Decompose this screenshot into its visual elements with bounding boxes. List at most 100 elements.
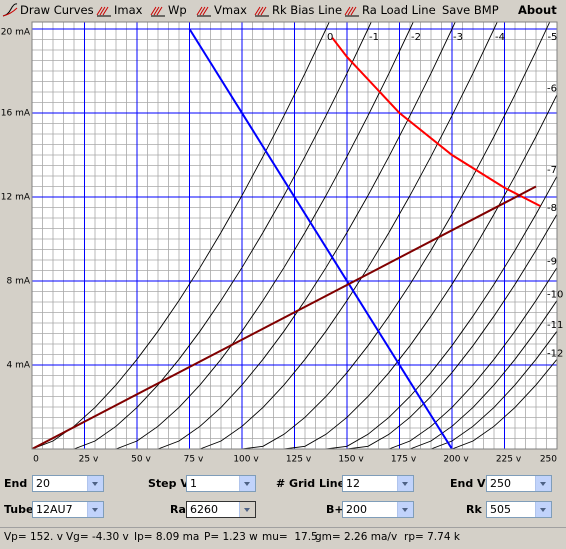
tube-curve <box>32 22 330 449</box>
curve-label: 0 <box>327 32 333 43</box>
curve-label: -7 <box>547 165 557 176</box>
x-tick-label: 225 v <box>496 455 522 465</box>
control-label: # Grid Lines <box>276 477 352 490</box>
dropdown[interactable]: 200 <box>342 501 414 518</box>
dropdown-value: 250 <box>490 477 511 490</box>
toolbar: Draw Curves Imax Wp Vmax Rk Bias Line Ra… <box>0 0 566 20</box>
curve-label: -11 <box>547 320 563 331</box>
dropdown[interactable]: 12 <box>342 475 414 492</box>
tube-curve <box>451 359 557 449</box>
dropdown[interactable]: 250 <box>486 475 552 492</box>
curve-label: -3 <box>453 32 463 43</box>
dropdown[interactable]: 505 <box>486 501 552 518</box>
status-text: P= 1.23 w <box>204 531 258 543</box>
tube-curve <box>115 22 414 449</box>
control-label: Ra <box>170 503 186 516</box>
y-tick-label: 20 mA <box>1 28 31 38</box>
dropdown[interactable]: 20 <box>32 475 104 492</box>
dropdown-arrow[interactable] <box>87 502 103 517</box>
status-text: Vg= -4.30 v <box>66 531 129 543</box>
dropdown-value: 505 <box>490 503 511 516</box>
x-tick-label: 100 v <box>233 455 259 465</box>
status-text: Ip= 8.09 ma <box>134 531 200 543</box>
toolbar-button[interactable]: About <box>518 1 557 19</box>
button-label: About <box>518 3 557 17</box>
dropdown-arrow[interactable] <box>239 502 255 517</box>
dropdown-arrow[interactable] <box>397 476 413 491</box>
dropdown-arrow[interactable] <box>87 476 103 491</box>
control-label: Rk <box>466 503 482 516</box>
toolbar-button[interactable]: Imax <box>96 1 142 19</box>
reference-line <box>331 37 541 207</box>
toolbar-button[interactable]: Vmax <box>196 1 247 19</box>
status-bar <box>0 527 566 549</box>
x-tick-label: 250 <box>540 455 557 465</box>
tube-curve <box>199 22 498 449</box>
y-tick-label: 12 mA <box>1 193 31 203</box>
dropdown-value: 200 <box>346 503 367 516</box>
button-label: Ra Load Line <box>362 3 436 17</box>
x-tick-label: 50 v <box>131 455 151 465</box>
tube-curve <box>388 267 557 449</box>
toolbar-button[interactable]: Wp <box>150 1 187 19</box>
x-tick-label: 150 v <box>338 455 364 465</box>
tube-curve <box>241 22 551 449</box>
control-label: Tube <box>4 503 34 516</box>
curve-label: -9 <box>547 257 557 268</box>
control-label: Step V <box>148 477 189 490</box>
curve-label: -2 <box>411 32 421 43</box>
dropdown-arrow[interactable] <box>535 502 551 517</box>
curve-label: -1 <box>369 32 379 43</box>
y-tick-label: 16 mA <box>1 109 31 119</box>
y-tick-label: 8 mA <box>6 277 30 287</box>
toolbar-button[interactable]: Save BMP <box>442 1 499 19</box>
curve-label: -4 <box>495 32 505 43</box>
dropdown-arrow[interactable] <box>397 502 413 517</box>
curve-label: -5 <box>547 32 557 43</box>
x-tick-label: 125 v <box>286 455 312 465</box>
button-label: Rk Bias Line <box>272 3 343 17</box>
x-tick-label: 75 v <box>184 455 204 465</box>
x-tick-label: 0 <box>33 455 39 465</box>
plot-border <box>31 21 558 450</box>
dropdown-value: 12AU7 <box>36 503 73 516</box>
button-label: Imax <box>114 3 143 17</box>
tube-curve <box>283 94 557 449</box>
status-text: gm= 2.26 ma/v <box>315 531 398 543</box>
toolbar-button[interactable]: Ra Load Line <box>344 1 436 19</box>
dropdown-value: 1 <box>190 477 197 490</box>
curve-label: -8 <box>547 203 557 214</box>
dropdown-arrow[interactable] <box>239 476 255 491</box>
input-value: 6260 <box>190 503 218 516</box>
reference-line <box>188 28 453 449</box>
control-label: End I <box>4 477 36 490</box>
toolbar-button[interactable]: Rk Bias Line <box>254 1 342 19</box>
x-tick-label: 175 v <box>391 455 417 465</box>
button-label: Draw Curves <box>20 3 94 17</box>
button-label: Vmax <box>214 3 247 17</box>
curve-label: -10 <box>547 290 563 301</box>
text-input[interactable]: 6260 <box>186 501 256 518</box>
curve-label: -6 <box>547 84 557 95</box>
tube-curve <box>409 300 557 449</box>
x-tick-label: 200 v <box>443 455 469 465</box>
dropdown-arrow[interactable] <box>535 476 551 491</box>
dropdown-value: 12 <box>346 477 360 490</box>
toolbar-button[interactable]: Draw Curves <box>2 1 94 19</box>
button-label: Wp <box>168 3 187 17</box>
button-label: Save BMP <box>442 3 499 17</box>
tube-curve <box>73 22 372 449</box>
tube-curve <box>325 175 557 449</box>
curve-label: -12 <box>547 348 563 359</box>
status-text: mu= 17.5 <box>262 531 318 543</box>
control-label: B+ <box>326 503 344 516</box>
dropdown[interactable]: 12AU7 <box>32 501 104 518</box>
tube-curve <box>157 22 456 449</box>
control-label: End V <box>450 477 486 490</box>
dropdown[interactable]: 1 <box>186 475 256 492</box>
dropdown-value: 20 <box>36 477 50 490</box>
status-text: rp= 7.74 k <box>404 531 460 543</box>
chart: 0 25 v 50 v 75 v 100 v 125 v 150 v 175 v 200 v 22… <box>1 21 563 465</box>
reference-line <box>32 185 537 449</box>
